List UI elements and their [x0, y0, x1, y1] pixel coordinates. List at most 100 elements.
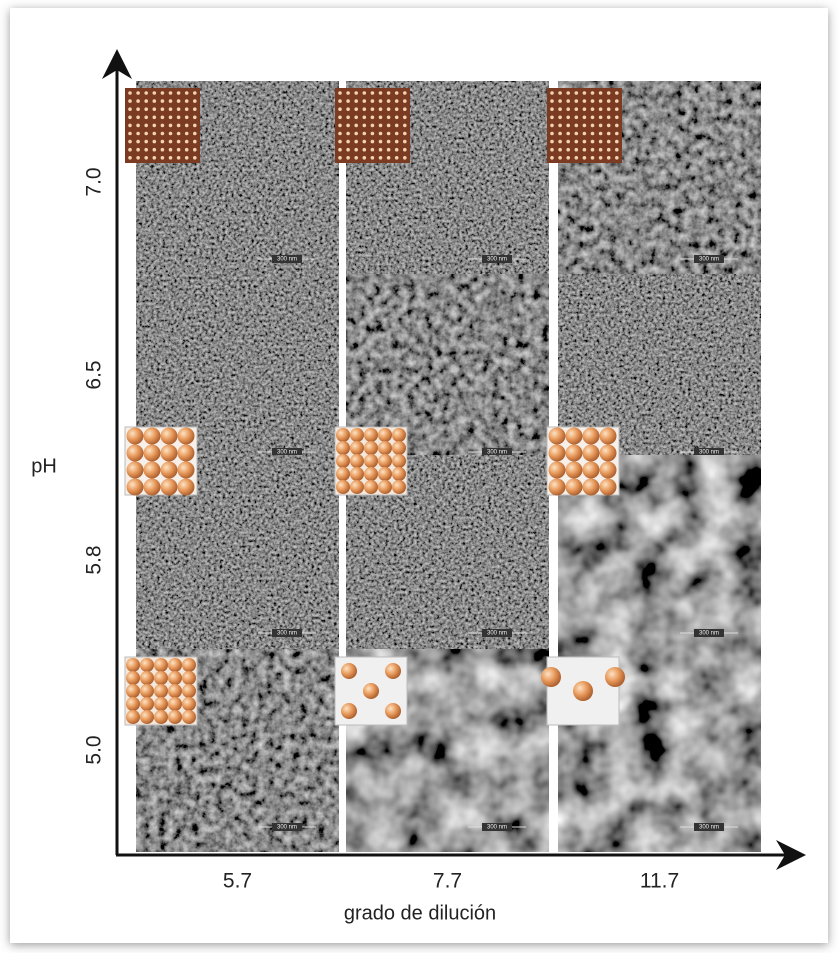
x-axis-label: grado de dilución: [344, 902, 496, 924]
lattice-dot: [144, 124, 148, 128]
lattice-dot: [615, 140, 619, 144]
lattice-dot: [363, 99, 367, 103]
lattice-dot: [558, 124, 562, 128]
lattice-dot: [177, 132, 181, 136]
lattice-dot: [550, 116, 554, 120]
lattice-sphere: [182, 684, 196, 698]
lattice-dot: [403, 156, 407, 160]
lattice-dot: [153, 116, 157, 120]
lattice-dot: [338, 107, 342, 111]
lattice-dot: [169, 91, 173, 95]
lattice-sphere: [161, 445, 178, 462]
scale-bar-label: 300 nm: [487, 825, 507, 831]
lattice-dot: [583, 132, 587, 136]
lattice-dot: [193, 148, 197, 152]
lattice-dot: [591, 107, 595, 111]
lattice-dot: [354, 132, 358, 136]
lattice-dot: [169, 132, 173, 136]
lattice-sphere: [336, 428, 350, 442]
lattice-dot: [354, 124, 358, 128]
lattice-dot: [591, 124, 595, 128]
lattice-sphere: [154, 658, 168, 672]
lattice-dot: [193, 140, 197, 144]
lattice-sphere: [168, 684, 182, 698]
lattice-dot: [161, 116, 165, 120]
lattice-dot: [161, 99, 165, 103]
lattice-dot: [193, 156, 197, 160]
lattice-dot: [136, 156, 140, 160]
lattice-dot: [379, 132, 383, 136]
lattice-dot: [599, 140, 603, 144]
lattice-sphere: [378, 428, 392, 442]
lattice-dot: [558, 132, 562, 136]
lattice-dot: [185, 116, 189, 120]
lattice-dot: [136, 140, 140, 144]
lattice-dot: [550, 156, 554, 160]
lattice-dot: [387, 124, 391, 128]
lattice-dot: [161, 148, 165, 152]
lattice-dot: [185, 99, 189, 103]
lattice-dot: [193, 116, 197, 120]
lattice-dot: [371, 91, 375, 95]
lattice-dot: [338, 116, 342, 120]
lattice-dot: [161, 156, 165, 160]
lattice-dot: [136, 124, 140, 128]
sem-image: 300 nm: [363, 472, 532, 641]
lattice-dot: [615, 107, 619, 111]
lattice-dot: [177, 116, 181, 120]
lattice-dot: [371, 116, 375, 120]
lattice-dot: [575, 116, 579, 120]
lattice-dot: [363, 116, 367, 120]
scale-bar-label: 300 nm: [277, 257, 297, 263]
lattice-sphere: [161, 479, 178, 496]
lattice-dot: [607, 116, 611, 120]
lattice-sphere: [392, 480, 406, 494]
lattice-dot: [177, 107, 181, 111]
lattice-dot: [185, 91, 189, 95]
lattice-sphere: [350, 428, 364, 442]
lattice-sphere: [182, 710, 196, 724]
lattice-dot: [550, 124, 554, 128]
lattice-dot: [161, 140, 165, 144]
lattice-dot: [387, 116, 391, 120]
lattice-dot: [550, 148, 554, 152]
lattice-sphere: [350, 467, 364, 481]
lattice-dot: [144, 107, 148, 111]
lattice-dot: [558, 148, 562, 152]
lattice-sphere: [600, 479, 617, 496]
lattice-inset: [335, 657, 407, 725]
lattice-sphere: [336, 467, 350, 481]
lattice-sphere: [566, 428, 583, 445]
lattice-sphere: [154, 684, 168, 698]
lattice-sphere: [178, 479, 195, 496]
lattice-sphere: [566, 445, 583, 462]
lattice-sphere: [392, 467, 406, 481]
lattice-dot: [403, 148, 407, 152]
lattice-sphere: [140, 671, 154, 685]
lattice-sphere: [126, 658, 140, 672]
lattice-dot: [193, 132, 197, 136]
lattice-dot: [128, 116, 132, 120]
lattice-dot: [379, 116, 383, 120]
lattice-dot: [583, 91, 587, 95]
lattice-dot: [583, 156, 587, 160]
lattice-inset: [125, 427, 197, 496]
scale-bar-label: 300 nm: [487, 450, 507, 456]
lattice-dot: [346, 107, 350, 111]
lattice-dot: [591, 148, 595, 152]
lattice-dot: [550, 99, 554, 103]
lattice-inset: [547, 427, 619, 496]
scale-bar-label: 300 nm: [487, 631, 507, 637]
lattice-dot: [144, 148, 148, 152]
lattice-dot: [615, 132, 619, 136]
lattice-dot: [607, 107, 611, 111]
lattice-dot: [144, 156, 148, 160]
lattice-dot: [346, 124, 350, 128]
lattice-sphere: [350, 441, 364, 455]
lattice-dot: [144, 132, 148, 136]
lattice-dot: [558, 156, 562, 160]
lattice-inset: [335, 88, 410, 163]
lattice-sphere: [140, 710, 154, 724]
lattice-dot: [615, 156, 619, 160]
lattice-dot: [566, 132, 570, 136]
